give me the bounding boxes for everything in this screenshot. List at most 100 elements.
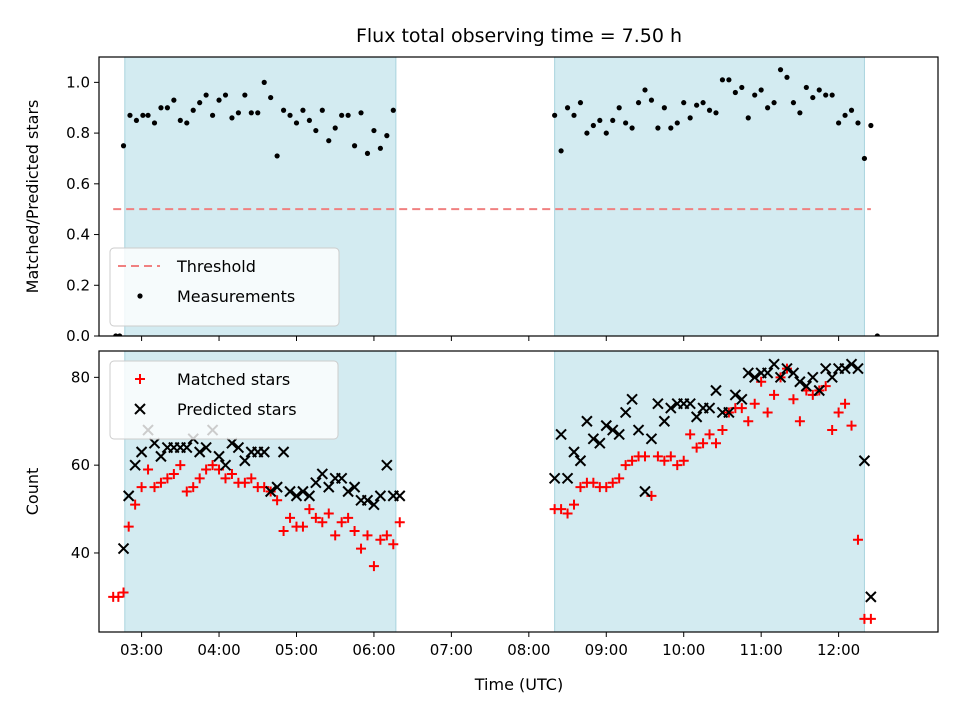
data-point: [665, 451, 676, 462]
data-point: [368, 498, 380, 511]
data-point: [394, 517, 405, 528]
y-tick-label: 0.0: [66, 327, 90, 345]
data-point: [332, 125, 338, 131]
data-point: [865, 613, 876, 624]
data-point: [248, 110, 254, 116]
data-point: [381, 459, 393, 471]
data-point: [120, 143, 127, 149]
data-point: [600, 419, 612, 432]
data-point: [719, 77, 726, 83]
data-point: [151, 120, 158, 126]
data-point: [561, 472, 574, 485]
data-point: [632, 424, 645, 436]
data-point: [749, 398, 760, 409]
data-point: [704, 429, 715, 440]
data-point: [343, 512, 354, 523]
data-point: [852, 362, 864, 375]
data-point: [781, 362, 793, 375]
legend-label: Predicted stars: [177, 400, 297, 419]
data-point: [242, 92, 248, 98]
x-tick-label: 07:00: [430, 641, 473, 659]
data-point: [668, 125, 674, 131]
data-point: [569, 499, 580, 510]
data-point: [558, 148, 564, 154]
data-point: [768, 358, 780, 370]
data-point: [364, 150, 371, 156]
data-point: [658, 415, 671, 427]
data-point: [362, 530, 373, 541]
data-point: [758, 87, 764, 93]
data-point: [639, 451, 650, 462]
data-point: [691, 442, 702, 453]
data-point: [590, 122, 596, 129]
data-point: [648, 97, 655, 103]
data-point: [375, 534, 386, 545]
data-point: [339, 112, 345, 118]
data-point: [313, 127, 319, 134]
data-point: [149, 482, 160, 493]
data-point: [698, 438, 709, 449]
data-point: [794, 416, 805, 427]
data-point: [317, 517, 328, 528]
data-point: [642, 87, 648, 93]
chart-title: Flux total observing time = 7.50 h: [356, 25, 682, 47]
data-point: [300, 107, 306, 113]
data-point: [803, 84, 809, 91]
data-point: [610, 117, 616, 124]
data-point: [351, 143, 358, 149]
data-point: [840, 398, 851, 409]
data-point: [597, 117, 603, 124]
data-point: [661, 105, 667, 111]
data-point: [113, 591, 124, 602]
y-tick-label: 0.6: [66, 175, 90, 193]
y-tick-label: 1.0: [66, 73, 90, 91]
data-point: [681, 100, 687, 106]
x-tick-label: 03:00: [120, 641, 163, 659]
data-point: [678, 455, 689, 466]
data-point: [855, 120, 861, 126]
y-tick-label: 0.2: [66, 276, 90, 294]
data-point: [743, 416, 754, 427]
data-point: [845, 358, 858, 370]
data-point: [729, 389, 742, 401]
data-point: [388, 539, 399, 550]
data-point: [584, 130, 590, 136]
data-point: [594, 437, 606, 449]
data-point: [336, 517, 347, 528]
ratio-panel: 0.0 0.2 0.4 0.6 0.8 1.0 Matched/Predicted star…: [23, 56, 939, 345]
x-tick-label: 10:00: [662, 641, 705, 659]
data-point: [827, 425, 838, 436]
data-point: [381, 530, 392, 541]
data-point: [769, 389, 780, 400]
data-point: [246, 473, 257, 484]
data-point: [833, 407, 844, 418]
data-point: [222, 92, 229, 98]
data-point: [207, 460, 218, 471]
y-axis-label: Count: [23, 468, 42, 516]
data-point: [278, 526, 289, 537]
data-point: [330, 530, 341, 541]
data-point: [710, 384, 722, 397]
data-point: [342, 485, 354, 498]
data-point: [127, 112, 133, 118]
data-point: [200, 441, 212, 454]
data-point: [220, 473, 231, 484]
data-point: [846, 420, 857, 431]
data-point: [290, 490, 303, 502]
data-point: [603, 130, 609, 136]
data-point: [790, 100, 797, 106]
data-point: [874, 333, 880, 336]
data-point: [358, 110, 364, 116]
data-point: [194, 473, 205, 484]
data-point: [143, 464, 154, 475]
data-point: [394, 490, 406, 502]
data-point: [377, 145, 383, 151]
data-point: [564, 105, 571, 111]
data-point: [742, 367, 754, 379]
y-tick-label: 80: [71, 368, 90, 386]
data-point: [209, 112, 216, 118]
data-point: [868, 122, 874, 129]
data-point: [717, 425, 728, 436]
data-point: [665, 402, 677, 414]
